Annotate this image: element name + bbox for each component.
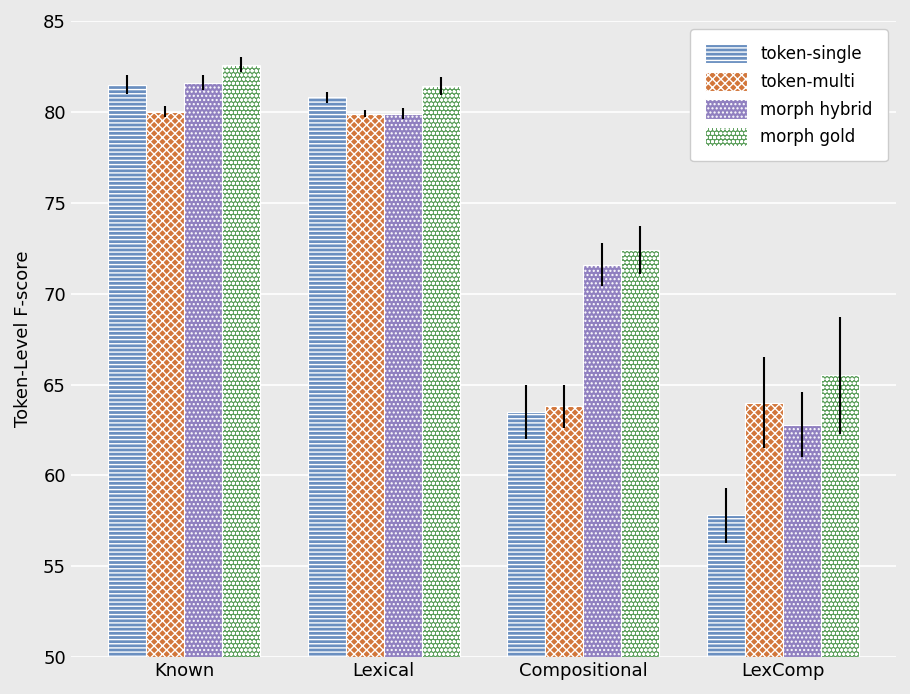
Bar xyxy=(783,425,821,657)
Bar xyxy=(622,250,659,657)
Bar xyxy=(308,97,346,657)
Bar xyxy=(384,114,421,657)
Bar xyxy=(821,375,859,657)
Bar xyxy=(745,403,783,657)
Bar xyxy=(583,264,622,657)
Bar xyxy=(222,65,260,657)
Bar xyxy=(184,83,222,657)
Bar xyxy=(108,85,147,657)
Bar xyxy=(508,412,545,657)
Bar xyxy=(545,407,583,657)
Y-axis label: Token-Level F-score: Token-Level F-score xyxy=(14,251,32,428)
Bar xyxy=(707,516,745,657)
Bar xyxy=(147,112,184,657)
Bar xyxy=(421,86,460,657)
Bar xyxy=(346,114,384,657)
Legend: token-single, token-multi, morph hybrid, morph gold: token-single, token-multi, morph hybrid,… xyxy=(691,29,888,161)
